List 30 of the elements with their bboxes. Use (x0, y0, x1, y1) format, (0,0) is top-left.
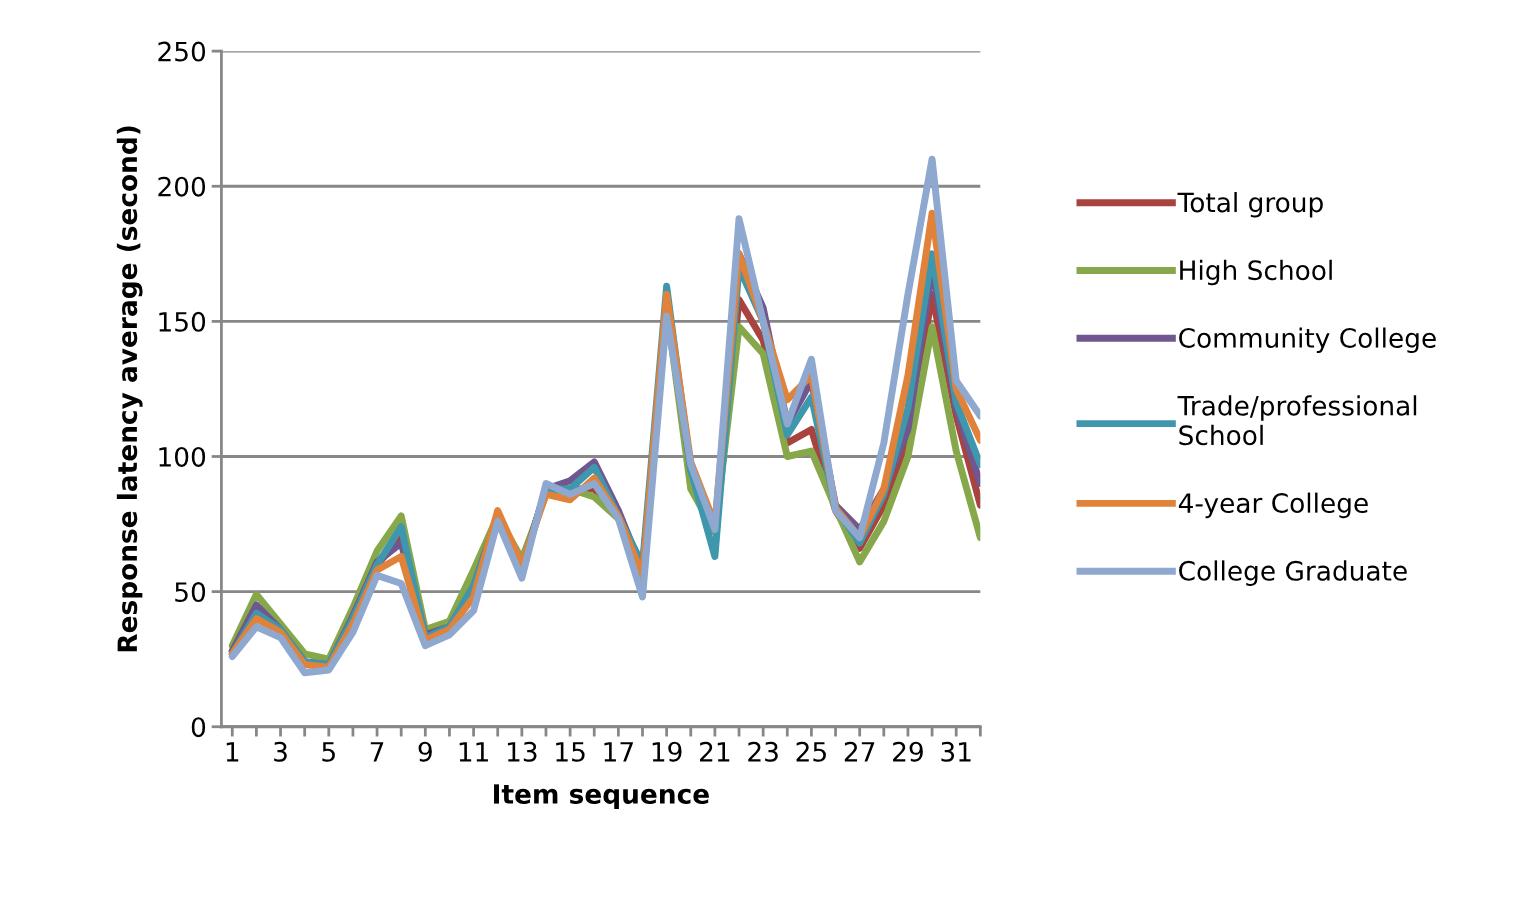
x-axis-title: Item sequence (494, 784, 709, 810)
x-tick-label: 15 (556, 742, 585, 762)
y-axis-title: Response latency average (second) (116, 126, 143, 652)
x-tick-label: 9 (418, 741, 432, 762)
x-tick-label: 25 (796, 741, 826, 762)
y-tick-label: 0 (191, 717, 206, 738)
x-tick-label: 17 (604, 742, 633, 762)
x-tick-label: 1 (226, 742, 239, 762)
x-tick-label: 11 (459, 742, 488, 762)
x-tick-label: 27 (844, 741, 875, 762)
legend-label: 4-year College (1178, 492, 1368, 519)
x-tick-label: 21 (700, 741, 730, 762)
legend-label: Community College (1179, 327, 1436, 354)
x-tick-label: 7 (370, 742, 384, 762)
legend-label: Trade/professional School (1177, 395, 1417, 446)
x-tick-label: 29 (893, 741, 923, 762)
legend-label: College Graduate (1179, 560, 1407, 586)
y-tick-label: 150 (159, 311, 206, 332)
legend-label: Total group (1177, 191, 1323, 218)
y-tick-label: 100 (159, 446, 206, 467)
x-tick-label: 23 (748, 741, 778, 762)
x-tick-label: 31 (941, 741, 971, 762)
legend-label: High School (1180, 259, 1332, 286)
x-tick-label: 3 (274, 741, 287, 762)
x-tick-label: 19 (652, 741, 682, 762)
x-tick-label: 5 (322, 742, 335, 762)
y-tick-label: 250 (158, 41, 206, 62)
y-tick-label: 50 (175, 582, 206, 603)
y-tick-label: 200 (158, 176, 206, 197)
x-tick-label: 13 (507, 741, 537, 762)
